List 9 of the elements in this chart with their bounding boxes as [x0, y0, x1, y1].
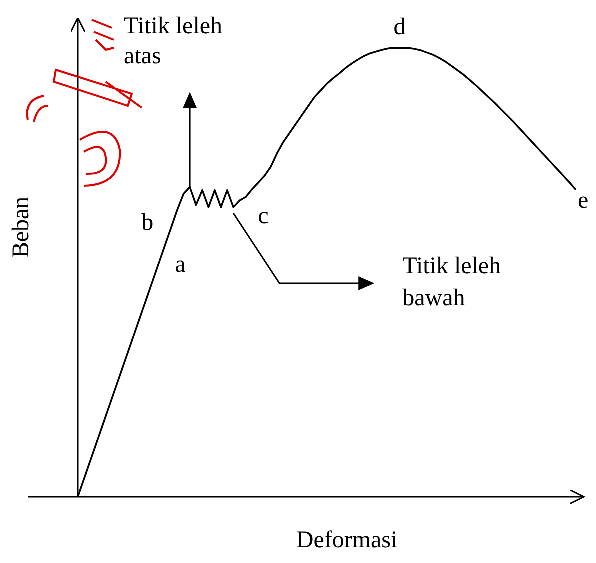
annotation: a: [175, 252, 186, 278]
annotation: e: [578, 188, 589, 214]
x-axis-title: Deformasi: [296, 527, 398, 554]
y-axis-title: Beban: [8, 196, 34, 258]
annotation: c: [258, 203, 269, 230]
annotation: b: [142, 210, 154, 236]
annotation: Titik leleh bawah: [402, 254, 502, 312]
annotation: Titik leleh atas: [124, 14, 223, 70]
text: d: [394, 14, 406, 40]
